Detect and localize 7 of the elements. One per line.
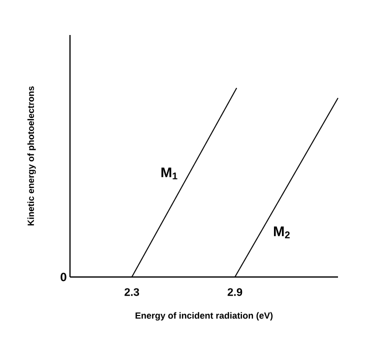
x-tick-label: 2.3 bbox=[124, 288, 140, 296]
series-label: M$_{1}$ bbox=[161, 168, 178, 180]
x-tick-label: 2.9 bbox=[228, 288, 242, 296]
x-axis-title: Energy of incident radiation (eV) bbox=[136, 312, 273, 321]
text: 0 bbox=[60, 272, 66, 282]
series-label: M$_{2}$ bbox=[274, 226, 290, 238]
y-axis-title: Kinetic energy of photoelectrons bbox=[27, 86, 36, 226]
